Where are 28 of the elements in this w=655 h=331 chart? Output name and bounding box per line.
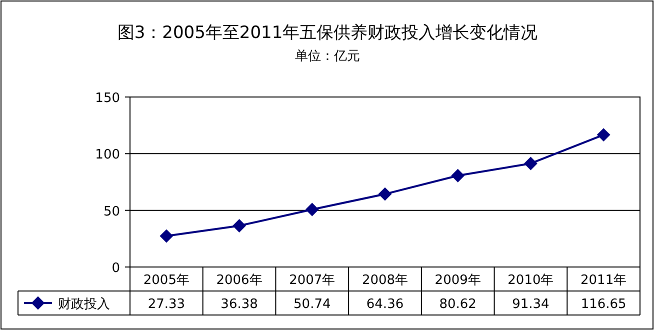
- x-tick-label: 2005年: [143, 273, 190, 288]
- data-label: 36.38: [220, 297, 258, 312]
- data-label: 80.62: [439, 297, 476, 312]
- data-label: 91.34: [512, 297, 550, 312]
- point: [378, 188, 392, 201]
- data-label: 27.33: [148, 297, 186, 312]
- x-tick-label: 2010年: [508, 273, 554, 288]
- y-tick-label: 50: [103, 204, 120, 220]
- x-tick-label: 2008年: [362, 273, 408, 288]
- point: [597, 128, 610, 142]
- data-label: 64.36: [366, 297, 404, 312]
- point: [524, 156, 538, 170]
- chart-title: 图3：2005年至2011年五保供养财政投入增长变化情况: [117, 23, 538, 43]
- chart-subtitle: 单位：亿元: [295, 49, 360, 64]
- point: [160, 230, 173, 243]
- x-tick-label: 2009年: [434, 273, 481, 288]
- y-tick-label: 0: [112, 261, 120, 276]
- point: [451, 169, 464, 182]
- data-label: 50.74: [294, 297, 331, 312]
- x-tick-label: 2006年: [216, 273, 262, 288]
- legend-label: 财政投入: [58, 297, 110, 312]
- x-tick-label: 2011年: [580, 273, 627, 288]
- point: [306, 202, 319, 216]
- data-label: 116.65: [580, 297, 626, 312]
- y-tick-label: 150: [95, 91, 120, 106]
- y-tick-label: 100: [95, 148, 120, 163]
- point: [232, 219, 246, 232]
- x-tick-label: 2007年: [289, 273, 336, 288]
